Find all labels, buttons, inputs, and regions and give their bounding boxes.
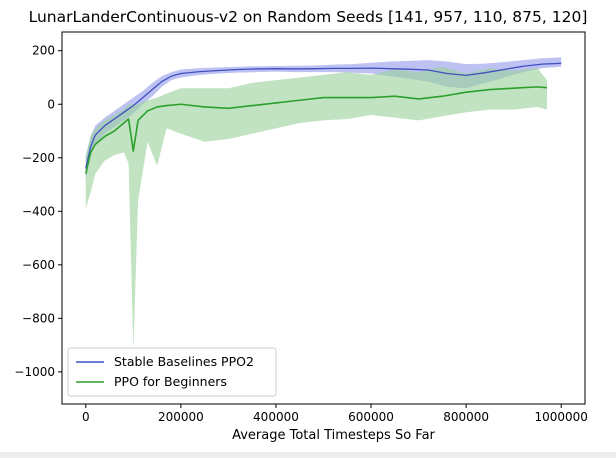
- x-tick-label: 800000: [443, 410, 489, 424]
- series-band-1: [85, 66, 547, 351]
- legend-box: [67, 347, 277, 397]
- series-band-0: [85, 57, 562, 180]
- plot-frame: [61, 31, 586, 405]
- x-tick-label: 0: [82, 410, 90, 424]
- x-tick-label: 200000: [158, 410, 204, 424]
- x-tick-label: 600000: [348, 410, 394, 424]
- y-tick-label: −800: [22, 311, 55, 325]
- legend-label-1: PPO for Beginners: [114, 374, 227, 389]
- x-tick-label: 400000: [253, 410, 299, 424]
- x-axis-label: Average Total Timesteps So Far: [232, 428, 435, 443]
- series-line-0: [85, 62, 562, 169]
- plot-series-group: [84, 57, 562, 351]
- y-tick-label: −400: [22, 204, 55, 218]
- x-tick-label: 1000000: [535, 410, 588, 424]
- y-tick-label: −600: [22, 258, 55, 272]
- chart-title: LunarLanderContinuous-v2 on Random Seeds…: [28, 8, 588, 26]
- y-tick-label: 0: [47, 97, 55, 111]
- y-tick-label: −200: [22, 151, 55, 165]
- legend-label-0: Stable Baselines PPO2: [114, 354, 254, 369]
- series-line-1: [84, 86, 548, 175]
- bottom-scroll-strip: [0, 452, 616, 458]
- y-tick-label: 200: [32, 44, 55, 58]
- y-tick-label: −1000: [14, 365, 55, 379]
